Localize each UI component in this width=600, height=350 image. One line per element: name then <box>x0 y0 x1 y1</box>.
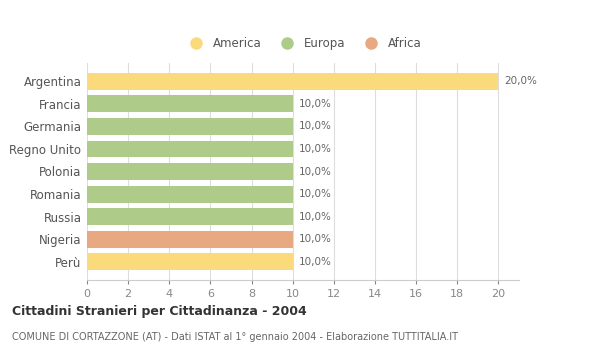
Text: 10,0%: 10,0% <box>299 121 332 131</box>
Legend: America, Europa, Africa: America, Europa, Africa <box>182 35 424 53</box>
Bar <box>87 140 293 158</box>
Bar <box>87 253 293 270</box>
Bar <box>87 96 293 112</box>
Bar <box>87 73 499 90</box>
Text: 10,0%: 10,0% <box>299 189 332 199</box>
Bar <box>87 163 293 180</box>
Text: 10,0%: 10,0% <box>299 144 332 154</box>
Text: 10,0%: 10,0% <box>299 212 332 222</box>
Text: Cittadini Stranieri per Cittadinanza - 2004: Cittadini Stranieri per Cittadinanza - 2… <box>12 304 307 317</box>
Bar <box>87 208 293 225</box>
Bar <box>87 231 293 247</box>
Text: COMUNE DI CORTAZZONE (AT) - Dati ISTAT al 1° gennaio 2004 - Elaborazione TUTTITA: COMUNE DI CORTAZZONE (AT) - Dati ISTAT a… <box>12 332 458 343</box>
Text: 10,0%: 10,0% <box>299 167 332 176</box>
Text: 10,0%: 10,0% <box>299 234 332 244</box>
Bar <box>87 186 293 203</box>
Text: 10,0%: 10,0% <box>299 257 332 267</box>
Bar <box>87 118 293 135</box>
Text: 20,0%: 20,0% <box>505 76 538 86</box>
Text: 10,0%: 10,0% <box>299 99 332 109</box>
